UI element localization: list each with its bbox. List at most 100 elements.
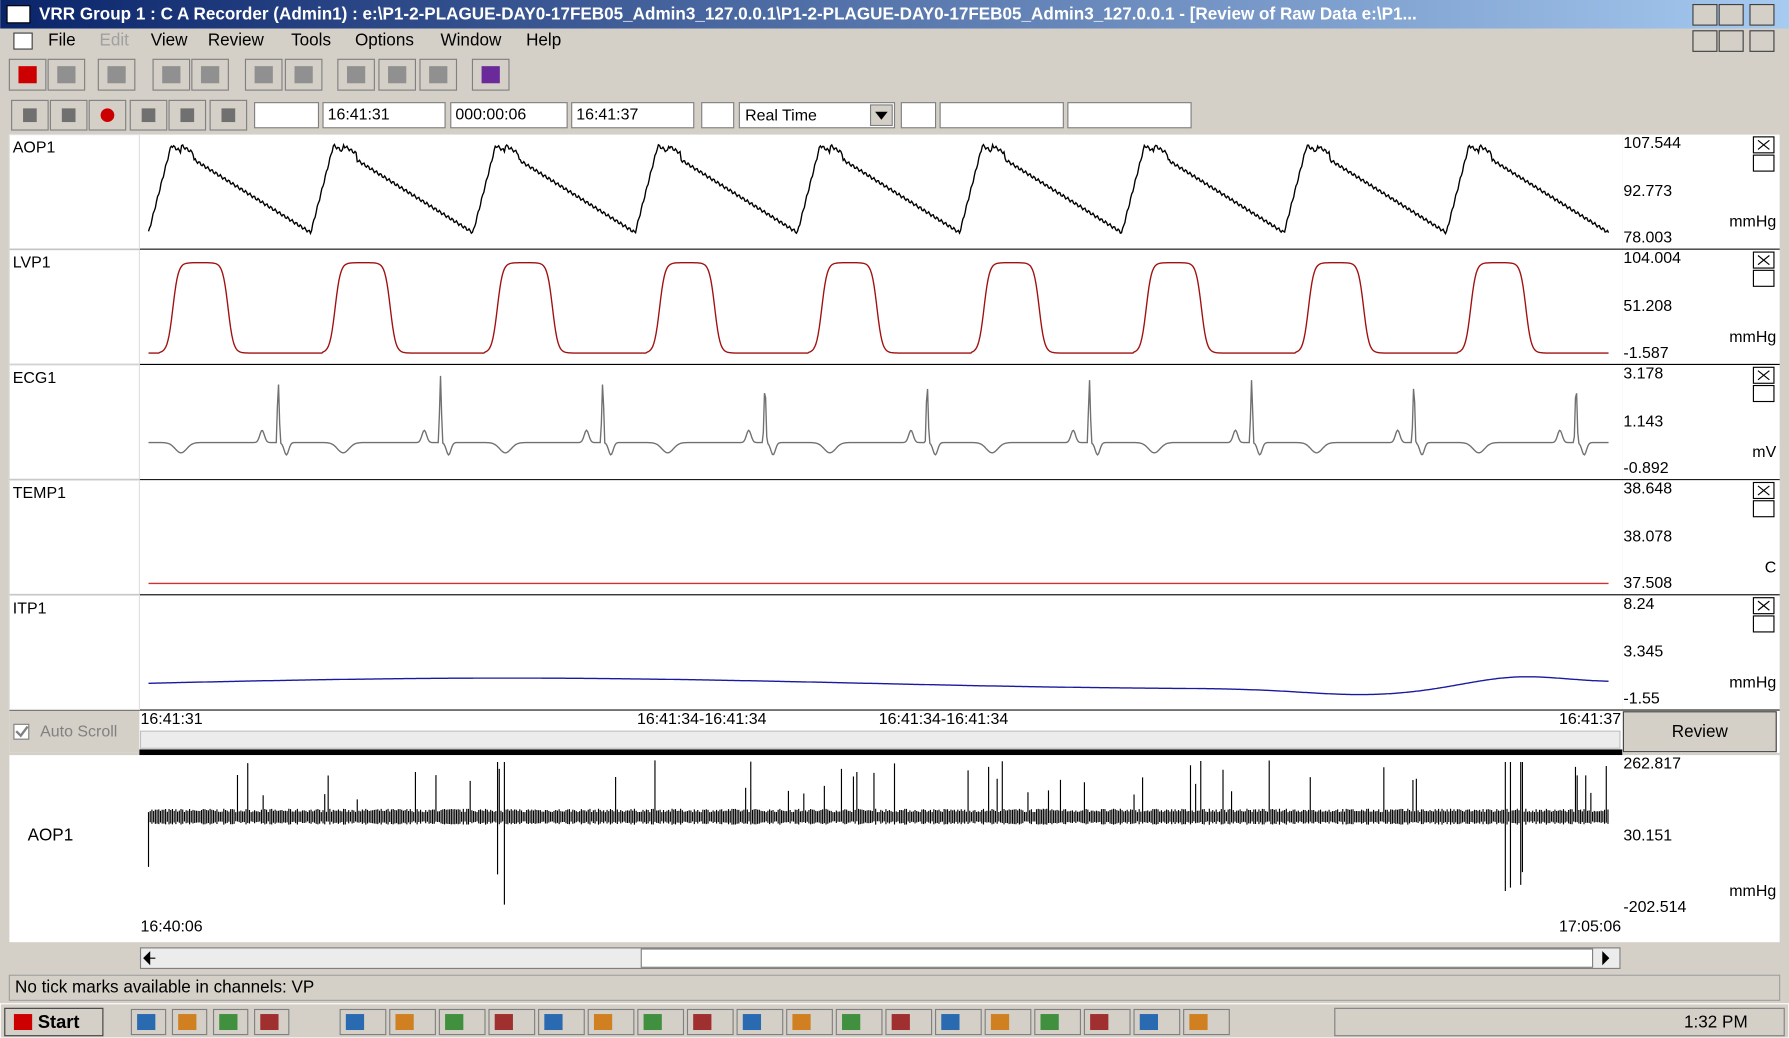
- field[interactable]: [701, 102, 735, 129]
- trace: [148, 676, 1609, 696]
- status-text: No tick marks available in channels: VP: [15, 977, 314, 996]
- task-icon: [445, 1014, 464, 1031]
- channel-name: ITP1: [13, 600, 47, 617]
- tool-icon: [294, 66, 313, 84]
- tool-button[interactable]: [471, 58, 510, 91]
- overview-max: 262.817: [1623, 755, 1681, 772]
- max-channel[interactable]: [1752, 154, 1775, 172]
- menu-item[interactable]: Help: [526, 31, 561, 50]
- task-icon: [941, 1014, 960, 1031]
- close[interactable]: [1749, 3, 1775, 26]
- scroll-thumb[interactable]: [640, 948, 1594, 968]
- transport-icon: [180, 108, 195, 123]
- channel-panel: [9, 249, 1623, 364]
- channel-panel: [9, 480, 1623, 595]
- task-icon: [494, 1014, 513, 1031]
- mode: Real Time: [745, 108, 817, 125]
- tool-icon: [200, 66, 220, 84]
- tool-icon: [481, 66, 500, 84]
- task-icon: [643, 1014, 662, 1031]
- duration-field[interactable]: [450, 102, 568, 129]
- scale-max: 38.648: [1623, 481, 1672, 498]
- field[interactable]: [1067, 102, 1192, 129]
- task-icon: [1090, 1014, 1109, 1031]
- scale-min: 37.508: [1623, 575, 1672, 592]
- start-logo: [13, 1014, 33, 1031]
- field[interactable]: [939, 102, 1064, 129]
- task-icon: [990, 1014, 1010, 1031]
- overview-name: AOP1: [28, 826, 74, 845]
- max-channel[interactable]: [1752, 615, 1775, 633]
- max-channel[interactable]: [1752, 269, 1775, 287]
- menu-item[interactable]: Edit: [99, 31, 129, 50]
- label-area: [8, 134, 140, 250]
- transport-icon: [141, 108, 156, 123]
- max-channel[interactable]: [1752, 384, 1775, 403]
- channel-panel: [9, 134, 1623, 249]
- child-close[interactable]: [1749, 30, 1775, 52]
- transport-button[interactable]: [11, 99, 49, 131]
- menu-item[interactable]: Options: [355, 31, 414, 50]
- field[interactable]: [900, 102, 937, 129]
- scroll-label: 16:41:37: [1559, 711, 1621, 728]
- duration: 000:00:06: [455, 106, 526, 123]
- tool-icon: [18, 66, 37, 84]
- minimize[interactable]: [1692, 3, 1718, 26]
- scroll-label: 16:41:34-16:41:34: [879, 711, 1009, 728]
- menu-item[interactable]: Tools: [291, 31, 331, 50]
- dropdown-arrow: [875, 111, 888, 120]
- task-icon: [1139, 1014, 1158, 1031]
- auto-scroll-checkbox[interactable]: [13, 723, 30, 740]
- child-restore[interactable]: [1718, 30, 1744, 52]
- overview-unit: mmHg: [1729, 883, 1776, 900]
- review-button[interactable]: [1622, 711, 1777, 753]
- tray: [1334, 1007, 1785, 1037]
- task-icon: [178, 1014, 197, 1031]
- label-area: [8, 479, 140, 595]
- menu-item[interactable]: File: [48, 31, 76, 50]
- start-field[interactable]: [322, 102, 446, 129]
- transport-icon: [221, 108, 236, 123]
- overview-end: 17:05:06: [1559, 919, 1621, 936]
- scale-min: -0.892: [1623, 460, 1668, 477]
- scale-mid: 38.078: [1623, 528, 1672, 545]
- scale-area: [1622, 249, 1780, 364]
- scroll-label: 16:41:34-16:41:34: [637, 711, 767, 728]
- detail-scrollbar[interactable]: [139, 730, 1621, 749]
- task-icon: [842, 1014, 861, 1031]
- channel-name: ECG1: [13, 370, 57, 387]
- scale-area: [1622, 365, 1780, 480]
- menu-item[interactable]: View: [151, 31, 188, 50]
- start-time: 16:41:31: [328, 106, 390, 123]
- mode-dropdown[interactable]: [738, 102, 896, 129]
- menu-item[interactable]: Review: [208, 31, 265, 50]
- field[interactable]: [254, 102, 320, 129]
- trace: [148, 262, 1609, 354]
- overview-min: -202.514: [1623, 899, 1686, 916]
- menu-item[interactable]: Window: [441, 31, 502, 50]
- scale-max: 107.544: [1623, 135, 1681, 152]
- window-controls: [1692, 3, 1775, 52]
- tool-button[interactable]: [191, 58, 229, 91]
- child-minimize[interactable]: [1692, 30, 1718, 52]
- scale-mid: 1.143: [1623, 413, 1663, 430]
- scale-mid: 51.208: [1623, 298, 1672, 315]
- tool-icon: [346, 66, 366, 84]
- tool-icon: [107, 66, 126, 84]
- divider: [139, 749, 1623, 756]
- task-icon: [345, 1014, 365, 1031]
- start-label: Start: [38, 1011, 80, 1032]
- end-field[interactable]: [571, 102, 695, 129]
- unit: mmHg: [1729, 674, 1776, 691]
- restore[interactable]: [1718, 3, 1744, 26]
- max-channel[interactable]: [1752, 500, 1775, 518]
- task-icon: [891, 1014, 910, 1031]
- close-x: [1757, 370, 1770, 381]
- scale-min: 78.003: [1623, 230, 1672, 247]
- close-x: [1757, 139, 1770, 150]
- scale-max: 3.178: [1623, 365, 1663, 382]
- label-area: [8, 249, 140, 365]
- scale-min: -1.55: [1623, 690, 1659, 707]
- close-x: [1757, 600, 1770, 611]
- task-icon: [219, 1014, 238, 1031]
